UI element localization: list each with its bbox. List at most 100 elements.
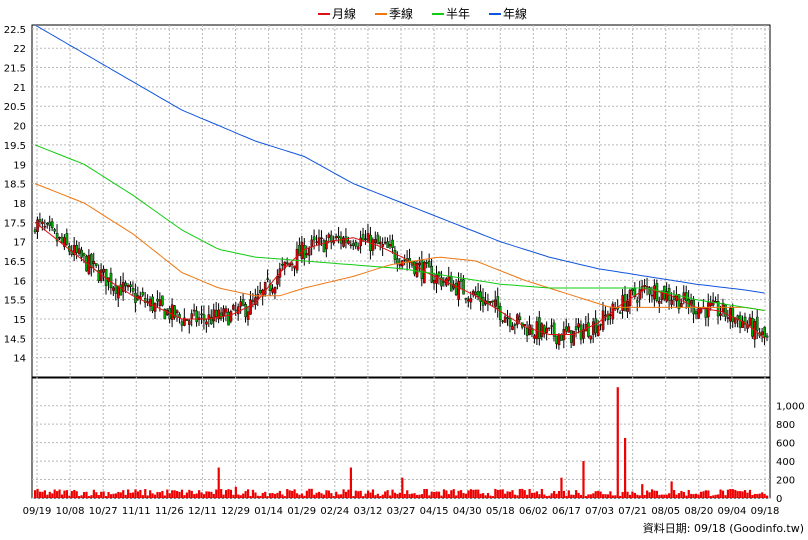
volume-bar	[530, 492, 534, 498]
volume-bar	[36, 488, 39, 498]
volume-bar	[425, 488, 428, 498]
date-tick-label: 11/11	[122, 506, 151, 517]
date-tick-label: 10/27	[89, 506, 118, 517]
volume-bar	[614, 495, 617, 498]
volume-bar	[553, 491, 556, 498]
volume-bar	[227, 489, 230, 498]
volume-bar	[469, 489, 472, 498]
candle-body	[704, 308, 708, 318]
volume-bar	[122, 490, 125, 498]
volume-bar	[141, 495, 144, 498]
volume-bar	[415, 494, 419, 498]
volume-bar	[611, 495, 614, 498]
date-tick-label: 06/17	[552, 506, 581, 517]
price-tick-label: 16	[13, 276, 26, 287]
volume-bar	[704, 490, 707, 498]
volume-bar	[719, 489, 722, 498]
candle-body	[175, 310, 179, 314]
volume-bar	[386, 490, 389, 498]
volume-bar	[746, 492, 749, 498]
volume-bar	[445, 490, 448, 498]
ma-line-year	[34, 24, 765, 294]
volume-bar	[533, 492, 536, 498]
volume-bar	[543, 494, 546, 498]
candle-body	[46, 223, 49, 225]
candle-body	[102, 268, 105, 273]
candle-body	[525, 327, 529, 336]
candle-body	[381, 244, 385, 247]
candle-body	[378, 241, 382, 244]
candle-body	[119, 284, 123, 296]
candle-body	[726, 317, 730, 319]
candle-body	[153, 302, 157, 312]
volume-bar	[269, 493, 272, 498]
candle-body	[670, 300, 673, 305]
volume-bar	[207, 491, 211, 498]
volume-bar	[584, 495, 588, 498]
candle-body	[765, 335, 769, 338]
candle-body	[518, 316, 522, 320]
candle-body	[528, 324, 531, 335]
volume-bar	[462, 493, 465, 498]
candle-body	[295, 248, 299, 271]
volume-bar	[357, 491, 360, 498]
volume-bar	[423, 489, 426, 498]
candle-body	[609, 314, 612, 316]
volume-bar	[166, 489, 169, 498]
candle-body	[584, 324, 588, 332]
candle-body	[618, 312, 622, 314]
candle-body	[538, 317, 541, 339]
candle-body	[508, 318, 512, 327]
candle-body	[143, 298, 147, 303]
ma-line-month	[34, 221, 765, 339]
candle-body	[205, 321, 208, 325]
volume-bar	[151, 493, 154, 498]
candle-body	[545, 327, 549, 333]
volume-bar	[499, 489, 502, 498]
candle-body	[631, 288, 634, 291]
volume-bar	[572, 494, 575, 498]
volume-bar	[631, 491, 634, 498]
volume-tick-label: 0	[776, 494, 782, 505]
volume-bar	[582, 461, 585, 498]
candle-body	[281, 264, 284, 266]
candle-body	[80, 249, 83, 258]
candle-body	[506, 317, 509, 319]
candle-body	[200, 313, 203, 316]
volume-bar	[717, 494, 720, 498]
volume-bar	[276, 492, 279, 498]
volume-bar	[521, 488, 524, 498]
candle-body	[41, 221, 44, 224]
candle-body	[636, 300, 639, 303]
candle-body	[77, 248, 81, 254]
volume-bar	[283, 496, 286, 498]
candle-body	[716, 301, 720, 317]
candle-body	[305, 253, 309, 256]
volume-axis: 0 200 400 600 800 1,000	[776, 402, 805, 505]
volume-bar	[494, 488, 497, 498]
date-tick-label: 10/08	[56, 506, 85, 517]
volume-bar	[636, 494, 639, 498]
date-tick-label: 07/21	[618, 506, 647, 517]
volume-bar	[261, 492, 264, 498]
candle-body	[276, 276, 279, 285]
volume-bar	[249, 495, 252, 498]
volume-bar	[687, 489, 690, 498]
candle-body	[327, 234, 331, 239]
volume-bar	[300, 493, 304, 498]
volume-bar	[398, 492, 401, 498]
volume-bar	[646, 490, 649, 498]
candle-body	[709, 302, 713, 306]
volume-bar	[401, 477, 404, 498]
volume-bar	[359, 490, 362, 498]
volume-bar	[65, 490, 69, 498]
volume-bar	[251, 489, 255, 498]
legend-label: 半年	[446, 7, 470, 21]
candle-body	[356, 246, 360, 250]
volume-bar	[594, 491, 597, 498]
volume-bar	[680, 490, 683, 498]
volume-bar	[281, 494, 284, 498]
volume-bar	[53, 489, 56, 498]
candle-body	[606, 313, 610, 321]
